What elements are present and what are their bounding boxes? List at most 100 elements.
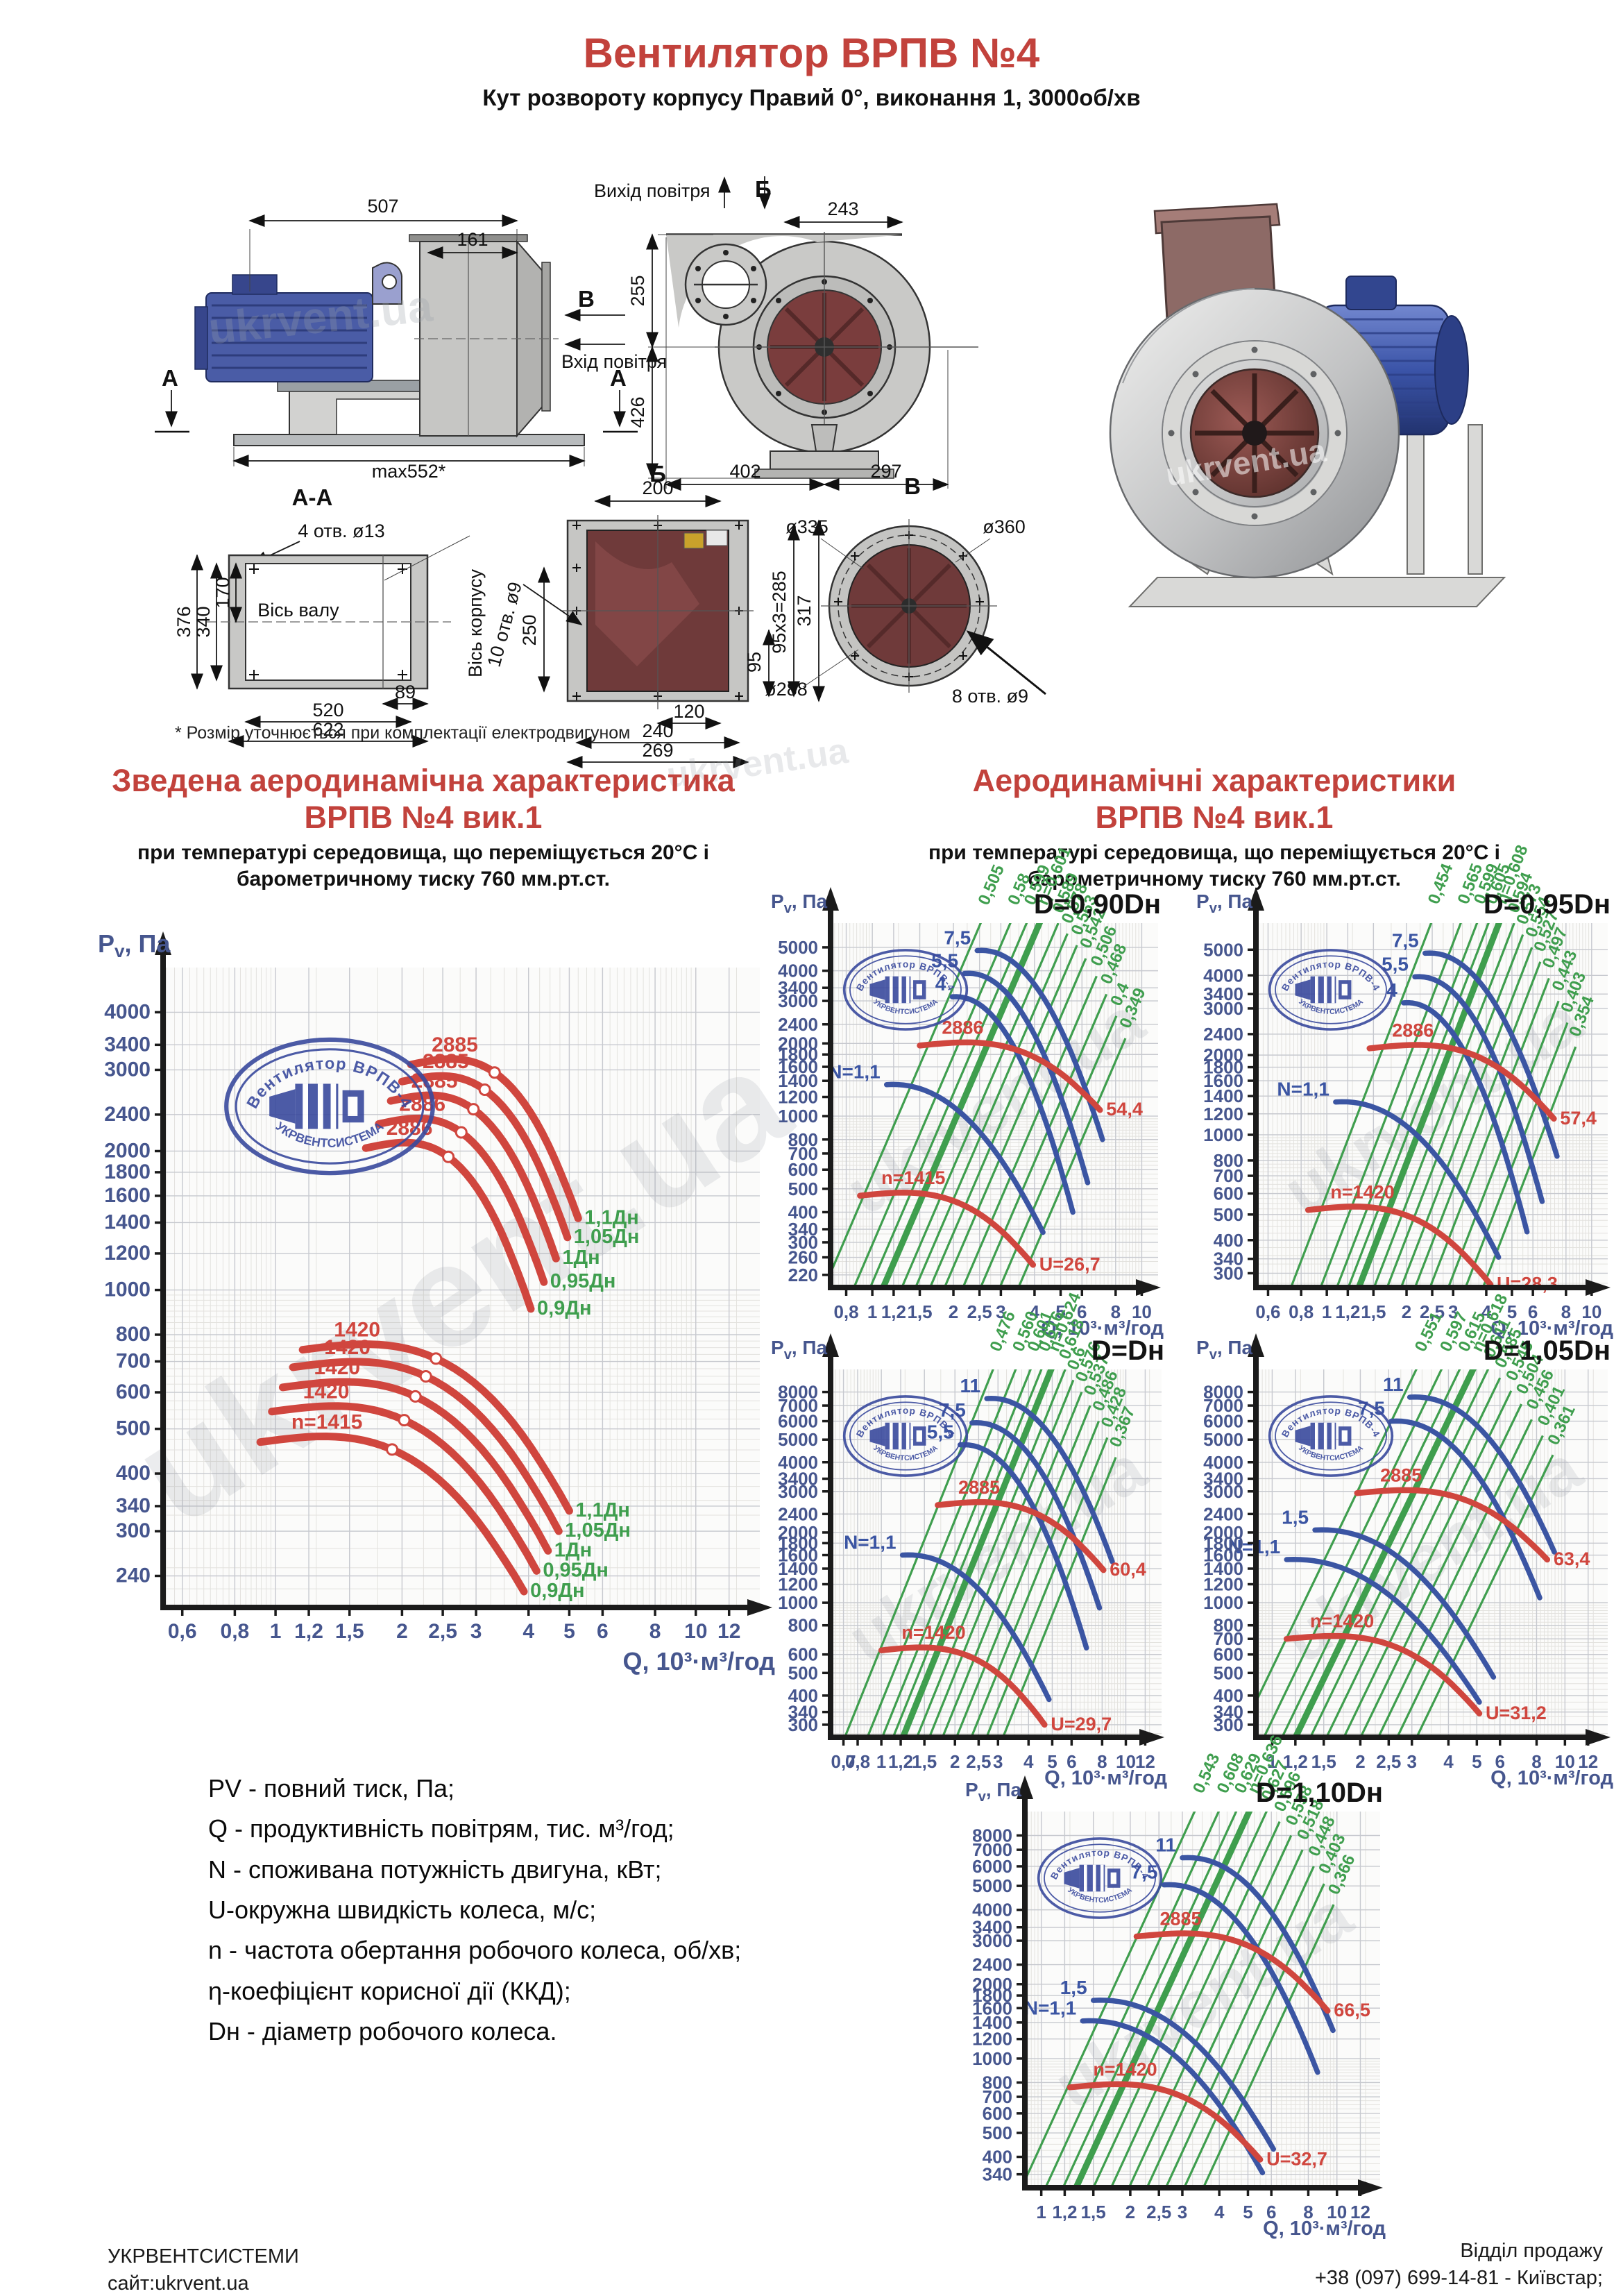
svg-text:1800: 1800	[104, 1160, 151, 1183]
svg-text:U=29,7: U=29,7	[1051, 1714, 1112, 1734]
svg-text:n=1415: n=1415	[291, 1411, 363, 1434]
section-aa-dimensions: 376 340 170 89 520 622	[173, 554, 429, 748]
svg-text:4000: 4000	[778, 961, 818, 981]
right-section-heading: Аеродинамічні характеристики ВРПВ №4 вик…	[853, 762, 1575, 892]
left-section-heading: Зведена аеродинамічна характеристика ВРП…	[62, 762, 784, 892]
right-heading-line2: ВРПВ №4 вик.1	[1095, 800, 1334, 836]
svg-text:7,5: 7,5	[944, 927, 971, 949]
svg-text:1200: 1200	[1203, 1574, 1243, 1595]
svg-text:7,5: 7,5	[1392, 929, 1419, 951]
svg-text:600: 600	[983, 2103, 1012, 2124]
svg-text:1: 1	[270, 1620, 282, 1643]
svg-text:12: 12	[717, 1620, 740, 1643]
svg-text:8: 8	[1111, 1301, 1121, 1322]
page-subtitle: Кут розвороту корпусу Правий 0°, виконан…	[482, 85, 1141, 110]
svg-text:2400: 2400	[972, 1955, 1012, 1975]
svg-text:1,2: 1,2	[881, 1301, 906, 1322]
svg-text:1600: 1600	[972, 1998, 1012, 2018]
svg-text:12: 12	[1135, 1751, 1155, 1772]
dim-89: 89	[395, 682, 416, 702]
svg-text:400: 400	[1214, 1685, 1243, 1706]
svg-text:1: 1	[1036, 2202, 1046, 2222]
drawing-side-view: 507 161 max552* А А В Вхід повітря	[155, 196, 667, 482]
svg-text:0,8: 0,8	[1289, 1301, 1314, 1322]
svg-text:340: 340	[983, 2164, 1012, 2185]
svg-text:2885: 2885	[1159, 1908, 1201, 1929]
svg-text:1,5: 1,5	[335, 1620, 364, 1643]
svg-text:2: 2	[1402, 1301, 1411, 1322]
svg-text:1: 1	[1267, 1751, 1277, 1772]
svg-text:5000: 5000	[1203, 939, 1243, 960]
svg-text:1,5: 1,5	[907, 1301, 932, 1322]
dim-max552: max552*	[372, 461, 446, 482]
section-mark-a-right: А	[610, 365, 627, 391]
svg-text:Pv, Па: Pv, Па	[965, 1779, 1021, 1805]
left-sub-line2: барометричному тиску 760 мм.рт.ст.	[236, 867, 611, 890]
svg-text:260: 260	[788, 1247, 818, 1268]
footer-phone1: +38 (097) 699-14-81 - Київстар;	[1315, 2267, 1603, 2290]
svg-text:2885: 2885	[1380, 1465, 1422, 1486]
svg-text:700: 700	[1214, 1628, 1243, 1649]
svg-text:500: 500	[788, 1662, 818, 1683]
svg-text:2: 2	[950, 1751, 960, 1772]
svg-text:300: 300	[1214, 1263, 1243, 1283]
svg-text:2400: 2400	[104, 1103, 151, 1126]
footer-sales-block: Відділ продажу +38 (097) 699-14-81 - Киї…	[1069, 2238, 1603, 2296]
svg-text:600: 600	[116, 1381, 151, 1403]
svg-text:2000: 2000	[1203, 1522, 1243, 1543]
svg-text:300: 300	[1214, 1714, 1243, 1735]
svg-text:1600: 1600	[778, 1545, 818, 1566]
svg-text:66,5: 66,5	[1334, 2000, 1370, 2020]
svg-text:4000: 4000	[1203, 1452, 1243, 1473]
svg-text:8: 8	[649, 1620, 661, 1643]
dim-240: 240	[642, 720, 673, 741]
svg-text:5000: 5000	[778, 937, 818, 958]
svg-text:8000: 8000	[972, 1825, 1012, 1846]
svg-text:0,9Дн: 0,9Дн	[530, 1580, 585, 1602]
svg-text:400: 400	[788, 1201, 818, 1222]
svg-text:1000: 1000	[104, 1278, 151, 1301]
svg-text:2885: 2885	[423, 1050, 469, 1073]
svg-text:1,1Дн: 1,1Дн	[575, 1499, 630, 1521]
svg-text:1600: 1600	[1203, 1545, 1243, 1566]
svg-text:N=1,1: N=1,1	[1024, 1998, 1077, 2019]
svg-text:3400: 3400	[972, 1917, 1012, 1938]
svg-text:1: 1	[867, 1301, 877, 1322]
drawing-footnote: * Розмір уточнюється при комплектації ел…	[175, 723, 631, 743]
svg-text:2400: 2400	[1203, 1503, 1243, 1524]
dim-243: 243	[827, 199, 858, 219]
svg-text:2,5: 2,5	[1420, 1301, 1445, 1322]
drawing-front-view: Вихід повітря Б 243 255 426 402 297	[594, 176, 978, 491]
svg-text:U=26,7: U=26,7	[1039, 1253, 1101, 1274]
right-sub-line2: барометричному тиску 760 мм.рт.ст.	[1027, 867, 1402, 890]
svg-text:3: 3	[996, 1301, 1005, 1322]
svg-text:3000: 3000	[1203, 1481, 1243, 1502]
svg-text:1400: 1400	[104, 1210, 151, 1233]
svg-text:8: 8	[1531, 1751, 1541, 1772]
svg-text:11: 11	[960, 1375, 981, 1396]
svg-text:2: 2	[396, 1620, 408, 1643]
svg-text:400: 400	[788, 1685, 818, 1706]
svg-text:3400: 3400	[104, 1033, 151, 1056]
svg-text:10: 10	[1327, 2202, 1347, 2222]
svg-text:2,5: 2,5	[966, 1751, 991, 1772]
dim-340: 340	[193, 606, 214, 637]
svg-text:1200: 1200	[1203, 1104, 1243, 1124]
render-scroll	[1109, 203, 1400, 579]
svg-text:1,5: 1,5	[1311, 1751, 1336, 1772]
svg-text:5: 5	[1055, 1301, 1065, 1322]
svg-text:6: 6	[1067, 1751, 1076, 1772]
svg-text:1000: 1000	[778, 1106, 818, 1126]
svg-text:1000: 1000	[972, 2048, 1012, 2069]
svg-text:2885: 2885	[958, 1477, 1000, 1498]
svg-text:1: 1	[1322, 1301, 1332, 1322]
svg-text:n=1420: n=1420	[901, 1622, 965, 1643]
dim-255: 255	[627, 275, 648, 306]
svg-text:4000: 4000	[972, 1900, 1012, 1921]
svg-text:6: 6	[1266, 2202, 1276, 2222]
svg-text:7000: 7000	[1203, 1395, 1243, 1416]
svg-text:1Дн: 1Дн	[562, 1247, 600, 1269]
svg-text:N=1,1: N=1,1	[844, 1532, 897, 1553]
svg-text:5: 5	[563, 1620, 575, 1643]
svg-text:1600: 1600	[104, 1184, 151, 1207]
